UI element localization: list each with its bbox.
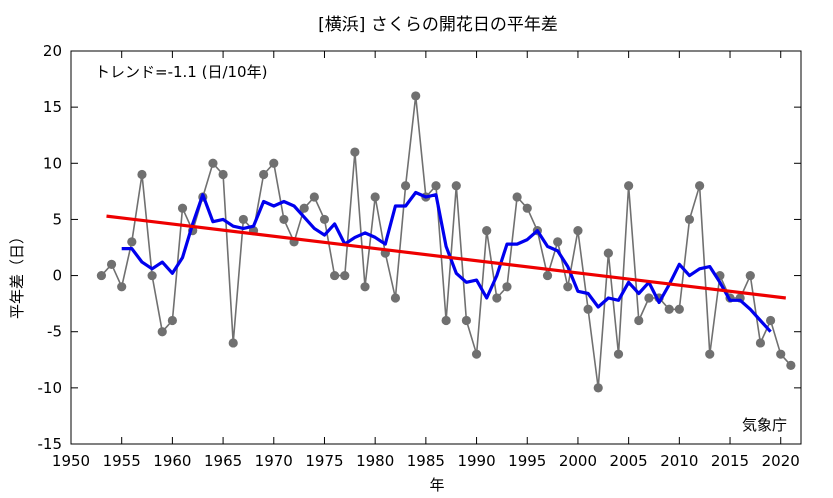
annual-point bbox=[765, 315, 776, 326]
x-axis: 1950 1955 1960 1965 1970 1975 1980 1985 1990 1995… bbox=[52, 51, 800, 470]
annual-point bbox=[644, 293, 654, 303]
annual-point bbox=[492, 293, 502, 303]
moving-average-line bbox=[121, 190, 772, 333]
y-tick-label: 0 bbox=[52, 267, 62, 285]
y-tick-label: 20 bbox=[43, 42, 62, 60]
annual-point bbox=[400, 181, 411, 191]
annual-point bbox=[177, 203, 188, 213]
annual-point bbox=[106, 259, 117, 269]
annual-point bbox=[259, 169, 269, 180]
annual-point bbox=[613, 349, 624, 359]
annual-point bbox=[786, 360, 796, 370]
x-tick-label: 2020 bbox=[762, 452, 800, 470]
y-tick-label: 5 bbox=[52, 210, 62, 228]
annual-point bbox=[208, 158, 218, 168]
annual-point bbox=[319, 214, 330, 225]
annual-point bbox=[502, 282, 512, 292]
x-tick-label: 1970 bbox=[255, 452, 293, 470]
annual-point bbox=[127, 237, 137, 247]
annual-point bbox=[96, 270, 107, 281]
annual-point bbox=[269, 158, 279, 168]
annual-point bbox=[664, 304, 674, 314]
credit-label: 気象庁 bbox=[742, 416, 787, 434]
annual-point bbox=[563, 282, 573, 292]
annual-point bbox=[340, 270, 350, 281]
annual-point bbox=[583, 304, 593, 314]
annual-point bbox=[684, 214, 695, 225]
annual-point bbox=[776, 349, 786, 359]
x-tick-label: 1950 bbox=[52, 452, 90, 470]
series-layer bbox=[96, 91, 796, 393]
annual-point bbox=[157, 327, 167, 337]
annual-point bbox=[755, 338, 766, 348]
annual-point bbox=[603, 248, 613, 258]
annual-point bbox=[238, 214, 248, 225]
x-tick-label: 1980 bbox=[356, 452, 394, 470]
y-tick-label: -15 bbox=[38, 435, 63, 453]
annual-point bbox=[330, 270, 340, 281]
x-tick-label: 1965 bbox=[204, 452, 242, 470]
x-tick-label: 1990 bbox=[457, 452, 495, 470]
annual-point bbox=[624, 181, 634, 191]
annual-point bbox=[411, 91, 421, 101]
annual-point bbox=[390, 293, 401, 303]
x-axis-label: 年 bbox=[429, 476, 444, 494]
annual-point bbox=[705, 349, 715, 359]
annual-point bbox=[573, 226, 583, 236]
annual-point bbox=[593, 383, 603, 393]
annual-point bbox=[370, 192, 380, 202]
annual-point bbox=[745, 270, 755, 281]
annual-point bbox=[279, 214, 289, 225]
annual-point bbox=[512, 192, 522, 202]
annual-point bbox=[309, 192, 319, 202]
annual-point bbox=[695, 181, 705, 191]
trend-annotation: トレンド=-1.1 (日/10年) bbox=[95, 63, 267, 81]
trend-line bbox=[106, 214, 786, 300]
y-tick-label: -10 bbox=[38, 379, 63, 397]
y-axis: -15 -10 -5 0 5 10 15 20 bbox=[38, 42, 801, 453]
x-tick-label: 1985 bbox=[407, 452, 445, 470]
annual-point bbox=[553, 237, 563, 247]
x-tick-label: 1975 bbox=[305, 452, 343, 470]
x-tick-label: 1955 bbox=[103, 452, 141, 470]
annual-point bbox=[218, 169, 228, 180]
annual-point bbox=[299, 203, 309, 213]
annual-point bbox=[471, 349, 482, 359]
annual-point bbox=[117, 282, 127, 292]
annual-point bbox=[482, 226, 492, 236]
annual-point bbox=[461, 315, 472, 326]
chart-title: [横浜] さくらの開花日の平年差 bbox=[318, 15, 558, 35]
annual-point bbox=[634, 315, 644, 326]
y-axis-label: 平年差（日） bbox=[8, 229, 26, 319]
annual-point bbox=[451, 181, 461, 191]
annual-point bbox=[228, 338, 238, 348]
plot-frame bbox=[70, 50, 802, 445]
y-tick-label: 10 bbox=[43, 154, 62, 172]
y-tick-label: -5 bbox=[47, 323, 62, 341]
annual-point bbox=[137, 169, 147, 180]
annual-point bbox=[441, 315, 451, 326]
annual-point bbox=[147, 270, 157, 281]
x-tick-label: 1960 bbox=[153, 452, 191, 470]
annual-point bbox=[360, 282, 370, 292]
annual-point bbox=[350, 147, 360, 157]
annual-point bbox=[522, 203, 532, 213]
annual-point bbox=[674, 304, 684, 314]
y-tick-label: 15 bbox=[43, 98, 62, 116]
annual-point bbox=[542, 270, 553, 281]
x-tick-label: 2005 bbox=[610, 452, 648, 470]
annual-point bbox=[431, 181, 441, 191]
x-tick-label: 2000 bbox=[559, 452, 597, 470]
x-tick-label: 2010 bbox=[660, 452, 698, 470]
x-tick-label: 2015 bbox=[711, 452, 749, 470]
annual-point bbox=[167, 315, 177, 326]
x-tick-label: 1995 bbox=[508, 452, 546, 470]
